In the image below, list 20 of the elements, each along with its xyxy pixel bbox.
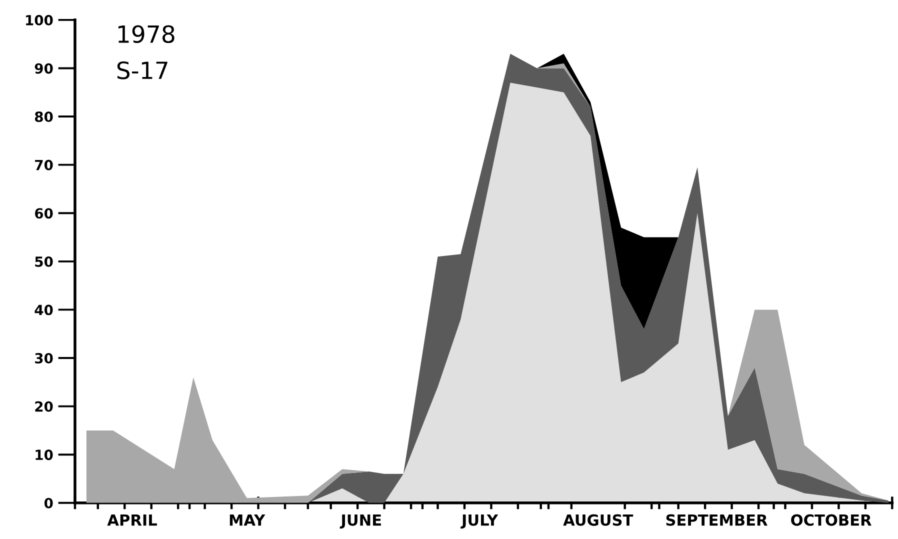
y-tick-label: 90 [34,63,53,74]
y-tick-label: 20 [35,401,53,412]
x-tick-label: MAY [230,514,266,526]
y-tick-label: 0 [44,498,53,508]
y-tick-label: 70 [35,160,53,170]
x-tick-label: JULY [460,514,498,529]
x-tick-label: JUNE [340,514,381,529]
y-tick-label: 80 [34,112,53,122]
x-tick-label: OCTOBER [791,514,872,526]
chart-title: 1978 [118,25,174,44]
x-tick-label: SEPTEMBER [666,514,768,526]
y-tick-label: 100 [26,14,53,26]
x-tick-label: APRIL [107,514,157,526]
y-tick-label: 10 [36,450,53,460]
y-tick-label: 60 [34,208,53,219]
y-tick-label: 30 [35,352,53,364]
x-tick-label: AUGUST [563,514,634,526]
y-tick-label: 40 [34,304,53,316]
y-tick-label: 50 [35,256,53,267]
text: S-17 [117,61,168,80]
